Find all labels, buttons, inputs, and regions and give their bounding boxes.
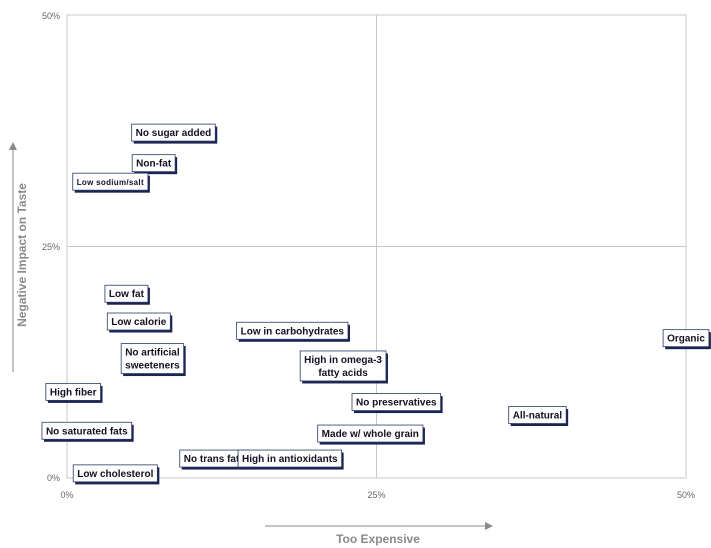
point-label-line: High fiber xyxy=(50,387,97,398)
data-point-label: Low sodium/salt xyxy=(72,172,150,193)
point-label-text: High in omega-3 fatty acids xyxy=(304,355,382,379)
data-point-label: No artificial sweeteners xyxy=(120,343,186,377)
point-label-line: No sugar added xyxy=(136,128,212,139)
point-label-line: Non-fat xyxy=(136,159,172,170)
x-tick-label: 50% xyxy=(677,490,695,500)
label-box xyxy=(104,284,149,303)
y-tick-label: 50% xyxy=(42,11,60,21)
label-box xyxy=(45,382,101,401)
label-box xyxy=(72,464,158,483)
point-label-text: Non-fat xyxy=(136,159,172,170)
point-label-text: Low fat xyxy=(109,289,145,300)
point-label-text: Organic xyxy=(667,334,705,345)
point-label-text: Low calorie xyxy=(111,317,166,328)
data-point-label: No preservatives xyxy=(351,393,443,414)
x-axis-title: Too Expensive xyxy=(336,532,420,546)
label-box xyxy=(237,449,343,468)
label-box xyxy=(120,343,185,374)
point-label-line: No preservatives xyxy=(356,398,437,409)
label-box xyxy=(106,312,171,331)
point-label-text: High in antioxidants xyxy=(242,454,338,465)
label-box xyxy=(41,421,133,440)
point-label-text: No preservatives xyxy=(356,398,437,409)
data-point-label: Low calorie xyxy=(106,312,173,333)
data-point-label: Low fat xyxy=(104,284,150,305)
point-label-line: Low in carbohydrates xyxy=(241,326,345,337)
data-point-label: No saturated fats xyxy=(41,421,134,442)
point-label-text: No artificial sweeteners xyxy=(125,348,180,372)
point-label-line: All-natural xyxy=(513,411,563,422)
point-label-line: High in omega-3 xyxy=(304,355,382,366)
point-label-line: No trans fats xyxy=(184,454,246,465)
point-label-line: Low sodium/salt xyxy=(77,178,144,187)
data-point-label: High fiber xyxy=(45,382,103,403)
point-label-text: No saturated fats xyxy=(46,426,128,437)
data-point-label: High in omega-3 fatty acids xyxy=(299,350,388,384)
label-box xyxy=(317,424,424,443)
point-label-text: Low in carbohydrates xyxy=(241,326,345,337)
label-box xyxy=(662,329,710,348)
point-label-text: Low sodium/salt xyxy=(77,178,144,187)
point-label-line: Low cholesterol xyxy=(77,469,153,480)
data-point-label: Low in carbohydrates xyxy=(236,321,350,342)
point-label-line: No saturated fats xyxy=(46,426,128,437)
label-box xyxy=(299,350,387,382)
label-box xyxy=(131,154,176,173)
point-label-line: Low calorie xyxy=(111,317,166,328)
y-tick-label: 25% xyxy=(42,242,60,252)
point-label-line: sweeteners xyxy=(125,361,180,372)
point-label-text: No sugar added xyxy=(136,128,212,139)
point-label-text: Low cholesterol xyxy=(77,469,153,480)
point-label-line: High in antioxidants xyxy=(242,454,338,465)
data-point-label: Non-fat xyxy=(131,154,178,175)
data-point-label: Made w/ whole grain xyxy=(317,424,425,445)
data-point-label: High in antioxidants xyxy=(237,449,344,470)
label-box xyxy=(236,321,349,340)
label-box xyxy=(351,393,442,411)
y-tick-label: 0% xyxy=(47,473,60,483)
point-label-line: Organic xyxy=(667,334,705,345)
point-label-text: All-natural xyxy=(513,411,563,422)
x-tick-label: 0% xyxy=(60,490,73,500)
label-box xyxy=(72,172,149,191)
data-point-label: No sugar added xyxy=(131,123,218,144)
data-point-label: All-natural xyxy=(508,406,569,427)
label-box xyxy=(131,123,216,142)
x-tick-label: 25% xyxy=(367,490,385,500)
point-label-line: Low fat xyxy=(109,289,145,300)
point-label-line: Made w/ whole grain xyxy=(322,429,419,440)
point-label-text: No trans fats xyxy=(184,454,246,465)
point-label-line: No artificial xyxy=(125,348,180,359)
data-labels-layer: No sugar added Non-fat Low sodium/salt Low … xyxy=(41,123,711,485)
point-label-line: fatty acids xyxy=(318,368,368,379)
label-box xyxy=(508,406,567,424)
y-axis-title: Negative Impact on Taste xyxy=(15,183,29,327)
point-label-text: High fiber xyxy=(50,387,97,398)
point-label-text: Made w/ whole grain xyxy=(322,429,419,440)
data-point-label: Organic xyxy=(662,329,711,350)
data-point-label: Low cholesterol xyxy=(72,464,160,485)
